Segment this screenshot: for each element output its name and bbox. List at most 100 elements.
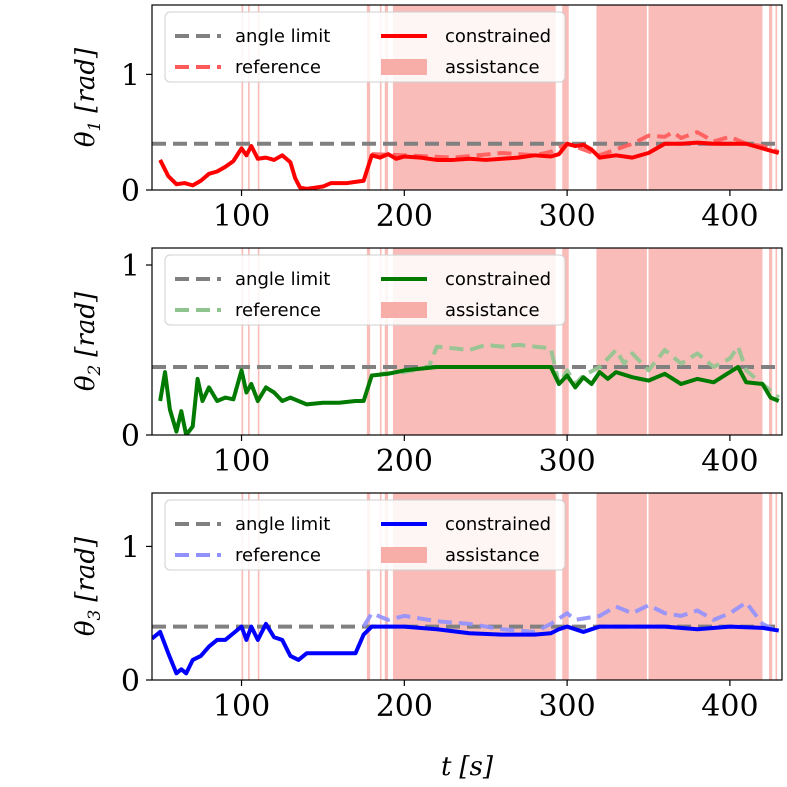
x-label-unit: [s] [459, 752, 493, 782]
y-label-unit: [rad] [71, 291, 101, 357]
assistance-span [775, 248, 778, 435]
y-label-symbol: θ [71, 620, 101, 636]
y-label-subscript: 3 [85, 610, 105, 621]
assistance-span [248, 248, 250, 435]
legend-label-reference: reference [235, 545, 321, 566]
assistance-span [648, 248, 763, 435]
assistance-span [562, 493, 569, 680]
y-tick-label: 0 [121, 664, 140, 699]
assistance-span [248, 493, 250, 680]
assistance-span [257, 493, 260, 680]
legend-label-assistance: assistance [445, 545, 540, 566]
axes-frame [151, 4, 783, 191]
assistance-span [241, 248, 244, 435]
legend-label-angle-limit: angle limit [235, 26, 330, 47]
assistance-span [379, 5, 382, 190]
assistance-span [596, 493, 647, 680]
x-axis-label: t [s] [441, 752, 494, 782]
y-label-subscript: 2 [85, 365, 105, 377]
y-label-symbol: θ [71, 375, 101, 391]
assistance-span [384, 5, 389, 190]
legend: angle limit reference constrained assistanc… [164, 499, 566, 571]
y-label-unit: [rad] [71, 47, 101, 113]
legend-box [164, 11, 566, 83]
legend-label-reference: reference [235, 57, 321, 78]
x-tick-label: 400 [701, 444, 758, 479]
y-label-subscript: 1 [85, 121, 105, 132]
assistance-span [366, 493, 371, 680]
legend-label-constrained: constrained [445, 269, 551, 290]
assistance-span [768, 5, 773, 190]
assistance-span [241, 493, 244, 680]
assistance-span [768, 493, 773, 680]
y-axis-label: θ3 [rad] [71, 536, 105, 636]
axes-frame [151, 492, 783, 681]
x-label-symbol: t [441, 752, 452, 782]
assistance-span [768, 248, 773, 435]
assistance-span [648, 493, 763, 680]
constrained-line [158, 365, 780, 435]
constrained-line [152, 621, 780, 676]
assistance-span [596, 5, 647, 190]
assistance-span [384, 248, 389, 435]
assistance-span [775, 5, 778, 190]
x-axis-label-text: t [s] [441, 752, 494, 782]
legend-box [164, 499, 566, 571]
reference-line [371, 130, 780, 160]
assistance-span [775, 493, 778, 680]
legend-label-constrained: constrained [445, 26, 551, 47]
legend-box [164, 254, 566, 326]
assistance-span [248, 5, 250, 190]
assistance-span [257, 248, 260, 435]
panel-theta2: 100 200 300 400 0 1 θ2 [rad] angle limit referenc… [71, 247, 783, 479]
x-tick-label: 300 [538, 689, 595, 724]
x-tick-label: 200 [376, 199, 433, 234]
assistance-span [562, 5, 569, 190]
assistance-span [562, 248, 569, 435]
x-tick-label: 300 [538, 199, 595, 234]
legend: angle limit reference constrained assistanc… [164, 254, 566, 326]
y-tick-label: 0 [121, 174, 140, 209]
axes-frame [151, 247, 783, 436]
x-tick-label: 100 [213, 444, 270, 479]
x-tick-label: 300 [538, 444, 595, 479]
x-tick-label: 400 [701, 689, 758, 724]
legend-swatch-assistance [381, 547, 427, 563]
legend-label-assistance: assistance [445, 57, 540, 78]
x-tick-label: 100 [213, 689, 270, 724]
assistance-span [648, 5, 763, 190]
y-tick-label: 0 [121, 419, 140, 454]
legend-label-assistance: assistance [445, 300, 540, 321]
assistance-span [379, 248, 382, 435]
reference-line [361, 600, 780, 634]
y-tick-label: 1 [121, 249, 140, 284]
assistance-span [366, 5, 371, 190]
assistance-span [379, 493, 382, 680]
x-tick-label: 200 [376, 689, 433, 724]
x-tick-label: 400 [701, 199, 758, 234]
x-tick-label: 200 [376, 444, 433, 479]
assistance-span [257, 5, 260, 190]
assistance-span [366, 248, 371, 435]
legend-label-reference: reference [235, 300, 321, 321]
assistance-span [596, 248, 647, 435]
assistance-span [384, 493, 389, 680]
panel-theta3: 100 200 300 400 0 1 θ3 [rad] angle limit referenc… [71, 492, 783, 724]
y-tick-label: 1 [121, 58, 140, 93]
y-label-unit: [rad] [71, 536, 101, 602]
y-axis-label: θ2 [rad] [71, 291, 105, 391]
x-tick-label: 100 [213, 199, 270, 234]
y-label-symbol: θ [71, 131, 101, 147]
legend-label-angle-limit: angle limit [235, 514, 330, 535]
legend-label-angle-limit: angle limit [235, 269, 330, 290]
legend-label-constrained: constrained [445, 514, 551, 535]
constrained-line [158, 140, 780, 190]
y-axis-label: θ1 [rad] [71, 47, 105, 147]
y-tick-label: 1 [121, 530, 140, 565]
legend: angle limit reference constrained assistanc… [164, 11, 566, 83]
assistance-span [241, 5, 244, 190]
legend-swatch-assistance [381, 59, 427, 75]
reference-line [379, 342, 781, 400]
